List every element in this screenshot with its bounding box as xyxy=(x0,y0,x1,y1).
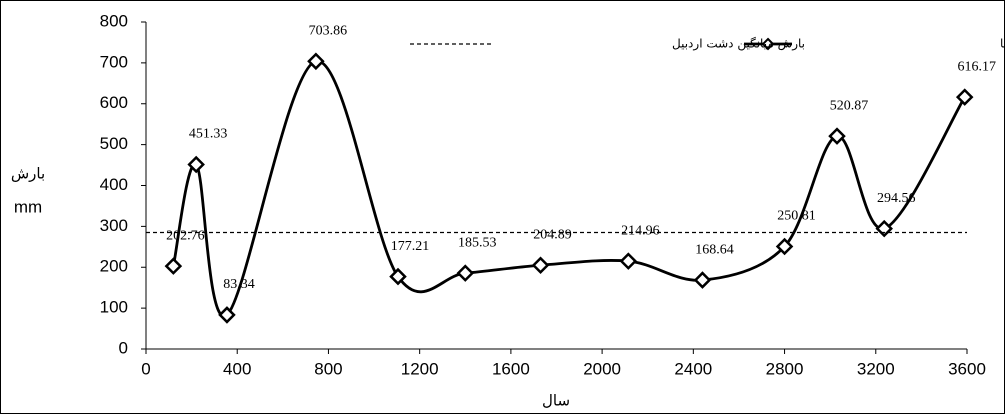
data-label: 185.53 xyxy=(458,235,497,250)
data-label: 451.33 xyxy=(189,127,228,142)
y-tick-label: 300 xyxy=(100,216,128,235)
legend-label: بارش مدل سازی دشت با ردیاب ها xyxy=(1000,37,1005,52)
marker xyxy=(619,252,638,270)
x-tick-label: 800 xyxy=(314,359,342,378)
marker xyxy=(693,271,712,289)
y-tick-label: 200 xyxy=(100,257,128,276)
marker xyxy=(531,256,550,275)
marker xyxy=(187,155,205,174)
marker xyxy=(955,88,974,106)
data-label: 83.34 xyxy=(223,277,255,292)
marker xyxy=(218,306,236,324)
y-axis-title: بارش xyxy=(11,165,45,183)
data-label: 616.17 xyxy=(957,59,996,74)
data-label: 520.87 xyxy=(830,98,869,113)
y-axis-unit: mm xyxy=(14,197,42,216)
data-label: 703.86 xyxy=(309,24,348,39)
data-label: 250.81 xyxy=(777,209,816,224)
data-label: 168.64 xyxy=(695,242,734,257)
marker xyxy=(389,267,407,286)
marker xyxy=(775,237,794,256)
y-tick-label: 0 xyxy=(119,338,128,357)
x-tick-label: 0 xyxy=(141,359,150,378)
legend-label: بارش میانگین دشت اردبیل xyxy=(672,37,805,52)
marker xyxy=(875,219,893,238)
data-label: 204.89 xyxy=(533,227,572,242)
x-tick-label: 3600 xyxy=(948,359,986,378)
x-axis-title: سال xyxy=(542,392,570,410)
y-tick-label: 400 xyxy=(100,175,128,194)
x-tick-label: 400 xyxy=(223,359,251,378)
x-tick-label: 1200 xyxy=(401,359,439,378)
data-label: 177.21 xyxy=(391,239,430,254)
x-tick-label: 2800 xyxy=(766,359,804,378)
marker xyxy=(307,52,325,71)
x-tick-label: 2400 xyxy=(674,359,712,378)
y-tick-label: 700 xyxy=(100,52,128,71)
data-label: 294.56 xyxy=(877,191,916,206)
y-tick-label: 800 xyxy=(100,11,128,30)
y-tick-label: 600 xyxy=(100,93,128,112)
marker xyxy=(456,264,475,282)
x-tick-label: 3200 xyxy=(857,359,895,378)
marker xyxy=(164,257,183,275)
x-tick-label: 1600 xyxy=(492,359,530,378)
x-tick-label: 2000 xyxy=(583,359,621,378)
y-tick-label: 500 xyxy=(100,134,128,153)
y-tick-label: 100 xyxy=(100,298,128,317)
legend-marker xyxy=(761,37,775,51)
marker xyxy=(828,127,846,145)
data-label: 202.76 xyxy=(166,228,205,243)
data-label: 214.96 xyxy=(621,223,660,238)
